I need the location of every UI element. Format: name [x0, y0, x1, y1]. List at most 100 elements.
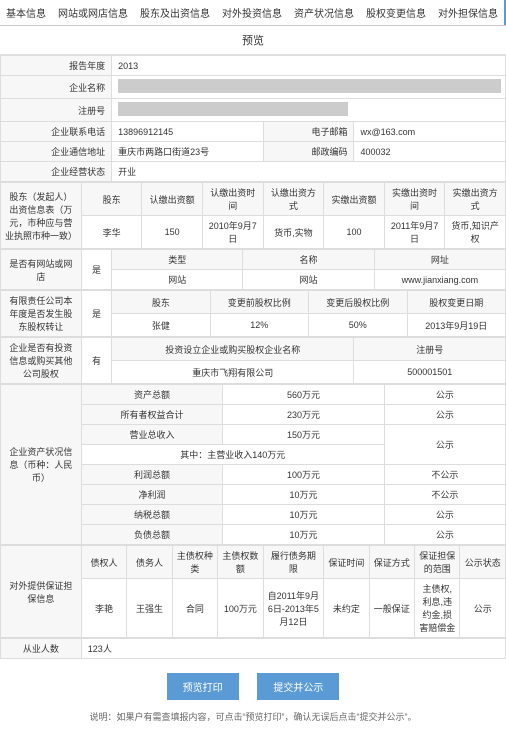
phone-label: 企业联系电话 — [1, 122, 112, 142]
tab-shareholder[interactable]: 股东及出资信息 — [134, 0, 216, 25]
preview-print-button[interactable]: 预览打印 — [167, 673, 239, 700]
guarantee-h8: 公示状态 — [460, 546, 506, 579]
assets-item-label: 资产总额 — [81, 385, 222, 405]
submit-publish-button[interactable]: 提交并公示 — [257, 673, 339, 700]
postcode-value: 400032 — [354, 142, 506, 162]
tab-guarantee[interactable]: 对外担保信息 — [432, 0, 504, 25]
guarantee-c7: 主债权,利息,违约金,损害赔偿金 — [415, 579, 460, 638]
guarantee-h4: 履行债务期限 — [263, 546, 324, 579]
tab-assets[interactable]: 资产状况信息 — [288, 0, 360, 25]
invest-c3: 货币,实物 — [263, 216, 324, 249]
equity-h1: 变更前股权比例 — [210, 291, 308, 314]
guarantee-c1: 王强生 — [127, 579, 172, 638]
guarantee-c2: 合同 — [172, 579, 217, 638]
assets-item-pub: 公示 — [384, 405, 505, 425]
tab-bar: 基本信息 网站或网店信息 股东及出资信息 对外投资信息 资产状况信息 股权变更信… — [0, 0, 506, 26]
tab-website[interactable]: 网站或网店信息 — [52, 0, 134, 25]
website-row-label: 是否有网站或网店 — [1, 250, 82, 290]
guarantee-c6: 一般保证 — [369, 579, 414, 638]
tab-equity[interactable]: 股权变更信息 — [360, 0, 432, 25]
invest-c6: 货币,知识产权 — [445, 216, 506, 249]
guarantee-h7: 保证担保的范围 — [415, 546, 460, 579]
guarantee-h1: 债务人 — [127, 546, 172, 579]
status-label: 企业经营状态 — [1, 162, 112, 182]
assets-item-value: 100万元 — [223, 465, 385, 485]
phone-value: 13896912145 — [112, 122, 264, 142]
guarantee-c4: 自2011年9月6日-2013年5月12日 — [263, 579, 324, 638]
assets-item-value: 560万元 — [223, 385, 385, 405]
assets-item-label: 利润总额 — [81, 465, 222, 485]
assets-item-value: 10万元 — [223, 505, 385, 525]
invest-c2: 2010年9月7日 — [202, 216, 263, 249]
assets-item-label: 所有者权益合计 — [81, 405, 222, 425]
assets-item-value: 230万元 — [223, 405, 385, 425]
extinvest-c0: 重庆市飞翔有限公司 — [112, 361, 354, 384]
website-h2: 网址 — [374, 250, 505, 270]
status-value: 开业 — [112, 162, 506, 182]
extinvest-h1: 注册号 — [354, 338, 506, 361]
equity-h2: 变更后股权比例 — [309, 291, 407, 314]
invest-h0: 股东 — [81, 183, 142, 216]
assets-item-pub: 公示 — [384, 505, 505, 525]
website-h1: 名称 — [243, 250, 374, 270]
footer-note: 说明：如果户有需查填报内容，可点击“预览打印”，确认无误后点击“提交并公示”。 — [0, 706, 506, 733]
assets-item-subvalue: 其中：主营业收入140万元 — [81, 445, 384, 465]
assets-item-label: 负债总额 — [81, 525, 222, 545]
email-value: wx@163.com — [354, 122, 506, 142]
equity-c2: 50% — [309, 314, 407, 337]
extinvest-h0: 投资设立企业或购买股权企业名称 — [112, 338, 354, 361]
invest-c1: 150 — [142, 216, 203, 249]
equity-c1: 12% — [210, 314, 308, 337]
invest-table: 股东（发起人）出资信息表（万元，市种应与营业执照市种一致） 股东 认缴出资额 认… — [0, 182, 506, 249]
invest-c0: 李华 — [81, 216, 142, 249]
assets-item-pub: 不公示 — [384, 485, 505, 505]
website-has: 是 — [81, 250, 111, 290]
invest-h6: 实缴出资方式 — [445, 183, 506, 216]
website-table: 是否有网站或网店 是 类型 名称 网址 网站 网站 www.jianxiang.… — [0, 249, 506, 290]
addr-label: 企业通信地址 — [1, 142, 112, 162]
extinvest-row-label: 企业是否有投资信息或购买其他公司股权 — [1, 338, 82, 384]
equity-c3: 2013年9月19日 — [407, 314, 506, 337]
invest-h4: 实缴出资额 — [324, 183, 385, 216]
website-c0: 网站 — [112, 270, 243, 290]
guarantee-row-label: 对外提供保证担保信息 — [1, 546, 82, 638]
guarantee-h2: 主债权种类 — [172, 546, 217, 579]
equity-table: 有限责任公司本年度是否发生股东股权转让 是 股东 变更前股权比例 变更后股权比例… — [0, 290, 506, 337]
equity-has: 是 — [81, 291, 111, 337]
reg-no-label: 注册号 — [1, 99, 112, 122]
invest-h5: 实缴出资时间 — [384, 183, 445, 216]
postcode-label: 邮政编码 — [263, 142, 354, 162]
assets-item-label: 纳税总额 — [81, 505, 222, 525]
action-bar: 预览打印 提交并公示 — [0, 659, 506, 706]
invest-c5: 2011年9月7日 — [384, 216, 445, 249]
invest-h1: 认缴出资额 — [142, 183, 203, 216]
guarantee-h5: 保证时间 — [324, 546, 369, 579]
guarantee-table: 对外提供保证担保信息 债权人 债务人 主债权种类 主债权数额 履行债务期限 保证… — [0, 545, 506, 638]
assets-item-pub: 公示 — [384, 525, 505, 545]
invest-c4: 100 — [324, 216, 385, 249]
invest-h2: 认缴出资时间 — [202, 183, 263, 216]
assets-item-pub: 公示 — [384, 385, 505, 405]
assets-item-value: 10万元 — [223, 485, 385, 505]
email-label: 电子邮箱 — [263, 122, 354, 142]
basic-info-table: 报告年度 2013 企业名称 注册号 企业联系电话 13896912145 电子… — [0, 55, 506, 182]
guarantee-c8: 公示 — [460, 579, 506, 638]
website-h0: 类型 — [112, 250, 243, 270]
equity-row-label: 有限责任公司本年度是否发生股东股权转让 — [1, 291, 82, 337]
employees-value: 123人 — [81, 639, 505, 659]
website-c2: www.jianxiang.com — [374, 270, 505, 290]
employees-table: 从业人数 123人 — [0, 638, 506, 659]
assets-item-value: 150万元 — [223, 425, 385, 445]
report-year-value: 2013 — [112, 56, 506, 76]
guarantee-h0: 债权人 — [81, 546, 126, 579]
tab-basic[interactable]: 基本信息 — [0, 0, 52, 25]
equity-h0: 股东 — [112, 291, 210, 314]
invest-row-label: 股东（发起人）出资信息表（万元，市种应与营业执照市种一致） — [1, 183, 82, 249]
website-c1: 网站 — [243, 270, 374, 290]
report-year-label: 报告年度 — [1, 56, 112, 76]
extinvest-c1: 500001501 — [354, 361, 506, 384]
ent-name-label: 企业名称 — [1, 76, 112, 99]
equity-h3: 股权变更日期 — [407, 291, 506, 314]
tab-ext-invest[interactable]: 对外投资信息 — [216, 0, 288, 25]
assets-item-label: 净利润 — [81, 485, 222, 505]
